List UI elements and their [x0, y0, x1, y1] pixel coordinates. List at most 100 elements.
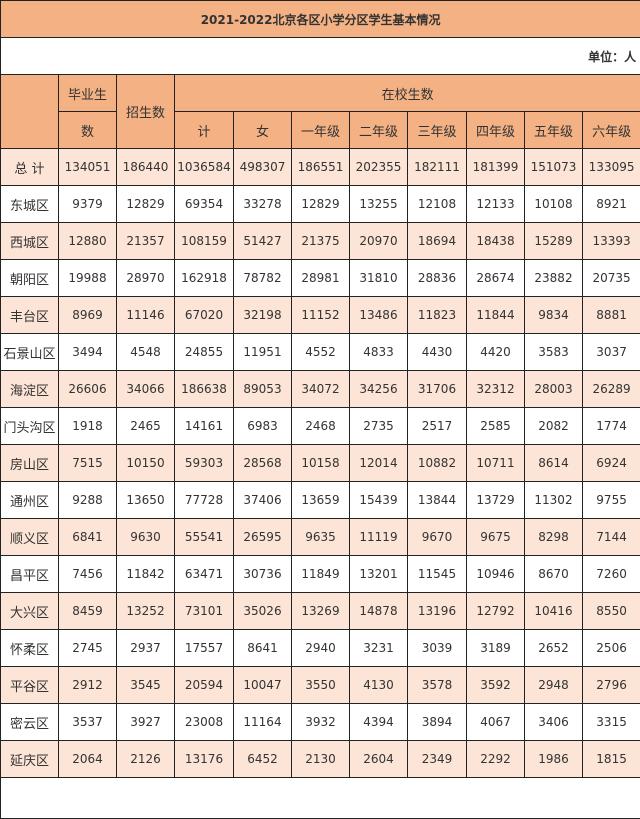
- table-cell: 2130: [292, 741, 350, 778]
- table-cell: 13196: [408, 593, 467, 630]
- table-cell: 9288: [59, 482, 117, 519]
- table-cell: 2796: [583, 667, 640, 704]
- table-cell: 1815: [583, 741, 640, 778]
- table-cell: 13255: [350, 186, 408, 223]
- table-cell: 20594: [175, 667, 234, 704]
- table-cell: 10158: [292, 445, 350, 482]
- table-cell: 3583: [525, 334, 583, 371]
- table-cell: 4394: [350, 704, 408, 741]
- district-name: 东城区: [1, 186, 59, 223]
- table-cell: 186638: [175, 371, 234, 408]
- table-cell: 32198: [234, 297, 292, 334]
- table-cell: 30736: [234, 556, 292, 593]
- table-cell: 26606: [59, 371, 117, 408]
- table-cell: 3927: [117, 704, 175, 741]
- district-name: 怀柔区: [1, 630, 59, 667]
- header-graduates-bottom: 数: [59, 112, 117, 149]
- table-cell: 3189: [467, 630, 525, 667]
- table-cell: 2652: [525, 630, 583, 667]
- header-sub: 六年级: [583, 112, 640, 149]
- table-cell: 67020: [175, 297, 234, 334]
- table-cell: 13269: [292, 593, 350, 630]
- table-cell: 1986: [525, 741, 583, 778]
- table-cell: 13659: [292, 482, 350, 519]
- table-cell: 202355: [350, 149, 408, 186]
- district-name: 石景山区: [1, 334, 59, 371]
- table-cell: 11844: [467, 297, 525, 334]
- table-cell: 32312: [467, 371, 525, 408]
- table-cell: 8459: [59, 593, 117, 630]
- table-cell: 186440: [117, 149, 175, 186]
- table-cell: 9670: [408, 519, 467, 556]
- district-name: 朝阳区: [1, 260, 59, 297]
- table-cell: 8641: [234, 630, 292, 667]
- district-name: 大兴区: [1, 593, 59, 630]
- table-cell: 13201: [350, 556, 408, 593]
- blank-row: [1, 778, 640, 819]
- table-cell: 13252: [117, 593, 175, 630]
- table-cell: 59303: [175, 445, 234, 482]
- table-cell: 4420: [467, 334, 525, 371]
- table-cell: 89053: [234, 371, 292, 408]
- table-cell: 2604: [350, 741, 408, 778]
- table-cell: 2735: [350, 408, 408, 445]
- table-cell: 28003: [525, 371, 583, 408]
- table-cell: 78782: [234, 260, 292, 297]
- table-cell: 15439: [350, 482, 408, 519]
- table-cell: 8550: [583, 593, 640, 630]
- table-cell: 51427: [234, 223, 292, 260]
- table-cell: 15289: [525, 223, 583, 260]
- district-name: 延庆区: [1, 741, 59, 778]
- table-cell: 9379: [59, 186, 117, 223]
- table-cell: 108159: [175, 223, 234, 260]
- table-cell: 4552: [292, 334, 350, 371]
- table-cell: 11842: [117, 556, 175, 593]
- header-sub: 二年级: [350, 112, 408, 149]
- table-cell: 12108: [408, 186, 467, 223]
- table-cell: 10416: [525, 593, 583, 630]
- table-cell: 13844: [408, 482, 467, 519]
- table-cell: 12792: [467, 593, 525, 630]
- district-name: 丰台区: [1, 297, 59, 334]
- header-graduates-top: 毕业生: [59, 75, 117, 112]
- table-cell: 11302: [525, 482, 583, 519]
- table-cell: 34066: [117, 371, 175, 408]
- table-cell: 2082: [525, 408, 583, 445]
- header-blank: [1, 75, 59, 149]
- table-cell: 31706: [408, 371, 467, 408]
- table-cell: 10882: [408, 445, 467, 482]
- district-name: 门头沟区: [1, 408, 59, 445]
- table-cell: 2937: [117, 630, 175, 667]
- table-cell: 12880: [59, 223, 117, 260]
- table-cell: 63471: [175, 556, 234, 593]
- table-cell: 77728: [175, 482, 234, 519]
- table-cell: 4548: [117, 334, 175, 371]
- table-cell: 21375: [292, 223, 350, 260]
- table-cell: 3406: [525, 704, 583, 741]
- table-cell: 8969: [59, 297, 117, 334]
- table-cell: 10711: [467, 445, 525, 482]
- table-cell: 12829: [292, 186, 350, 223]
- district-name: 总 计: [1, 149, 59, 186]
- table-cell: 10150: [117, 445, 175, 482]
- table-cell: 26289: [583, 371, 640, 408]
- table-cell: 28836: [408, 260, 467, 297]
- table-cell: 2517: [408, 408, 467, 445]
- table-cell: 9675: [467, 519, 525, 556]
- table-cell: 162918: [175, 260, 234, 297]
- table-cell: 13486: [350, 297, 408, 334]
- table-cell: 8921: [583, 186, 640, 223]
- table-cell: 2506: [583, 630, 640, 667]
- table-cell: 12829: [117, 186, 175, 223]
- table-cell: 35026: [234, 593, 292, 630]
- table-cell: 3550: [292, 667, 350, 704]
- table-cell: 7260: [583, 556, 640, 593]
